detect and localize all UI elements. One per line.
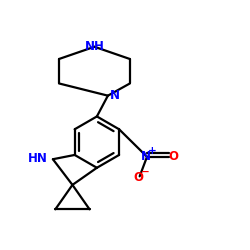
Text: NH: NH	[84, 40, 104, 53]
Text: N: N	[110, 89, 120, 102]
Text: O: O	[134, 171, 143, 184]
Text: −: −	[141, 167, 150, 177]
Text: +: +	[148, 146, 157, 156]
Text: HN: HN	[28, 152, 48, 165]
Text: N: N	[141, 150, 151, 163]
Text: O: O	[168, 150, 178, 163]
